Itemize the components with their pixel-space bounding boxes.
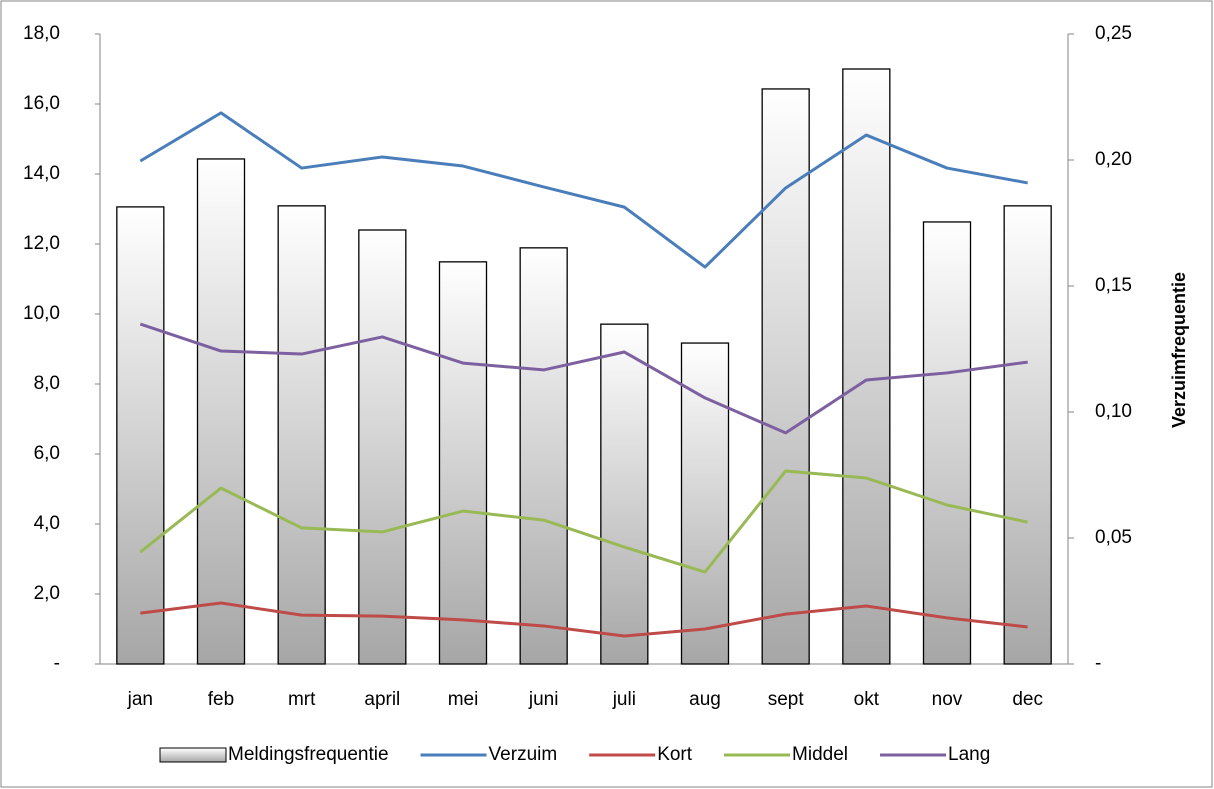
legend-label: Middel: [792, 744, 848, 765]
bar: [116, 206, 165, 665]
x-tick-label: juni: [528, 689, 559, 710]
legend-label: Verzuim: [489, 744, 558, 765]
y-tick-label: 4,0: [34, 513, 60, 534]
line-series: [140, 601, 1028, 638]
x-tick-label: mrt: [288, 689, 316, 710]
legend-label: Kort: [657, 744, 693, 765]
bar: [519, 247, 568, 665]
y-tick-label: 14,0: [23, 163, 60, 184]
x-tick-label: nov: [932, 689, 963, 710]
y2-axis-label: Verzuimfrequentie: [1169, 272, 1189, 428]
bar: [196, 158, 246, 665]
y2-tick-label: 0,25: [1095, 23, 1132, 44]
bar: [277, 205, 326, 665]
y2-tick-label: 0,20: [1095, 149, 1132, 170]
y2-tick-label: 0,10: [1095, 401, 1132, 422]
y-tick-label: 6,0: [34, 443, 60, 464]
bar: [922, 221, 972, 665]
y-tick-label: 10,0: [23, 303, 60, 324]
x-tick-label: sept: [768, 689, 805, 710]
legend-swatch: [159, 747, 227, 763]
x-tick-label: aug: [689, 689, 721, 710]
bar: [842, 68, 891, 665]
line-series: [139, 322, 1028, 435]
x-tick-label: april: [364, 689, 400, 710]
line-series: [139, 469, 1028, 574]
y-tick-label: 12,0: [23, 233, 60, 254]
line-series: [139, 111, 1028, 269]
bar: [600, 323, 649, 665]
bar: [761, 88, 810, 665]
y2-tick-label: -: [1095, 653, 1101, 674]
bar: [1003, 205, 1052, 665]
bar: [358, 229, 407, 665]
y-tick-label: 18,0: [23, 23, 60, 44]
y-tick-label: 16,0: [23, 93, 60, 114]
y-tick-label: 2,0: [34, 583, 60, 604]
legend-label: Lang: [948, 744, 990, 765]
y2-tick-label: 0,05: [1095, 527, 1132, 548]
y2-tick-label: 0,15: [1095, 275, 1132, 296]
y-tick-label: 8,0: [34, 373, 60, 394]
legend-label: Meldingsfrequentie: [228, 744, 389, 765]
x-tick-label: dec: [1012, 689, 1043, 710]
x-tick-label: jan: [127, 689, 153, 710]
bar: [680, 342, 730, 665]
bar: [438, 261, 488, 665]
x-tick-label: okt: [854, 689, 880, 710]
x-tick-label: feb: [208, 689, 234, 710]
y-tick-label: -: [54, 653, 60, 674]
x-tick-label: mei: [448, 689, 479, 710]
x-tick-label: juli: [612, 689, 636, 710]
